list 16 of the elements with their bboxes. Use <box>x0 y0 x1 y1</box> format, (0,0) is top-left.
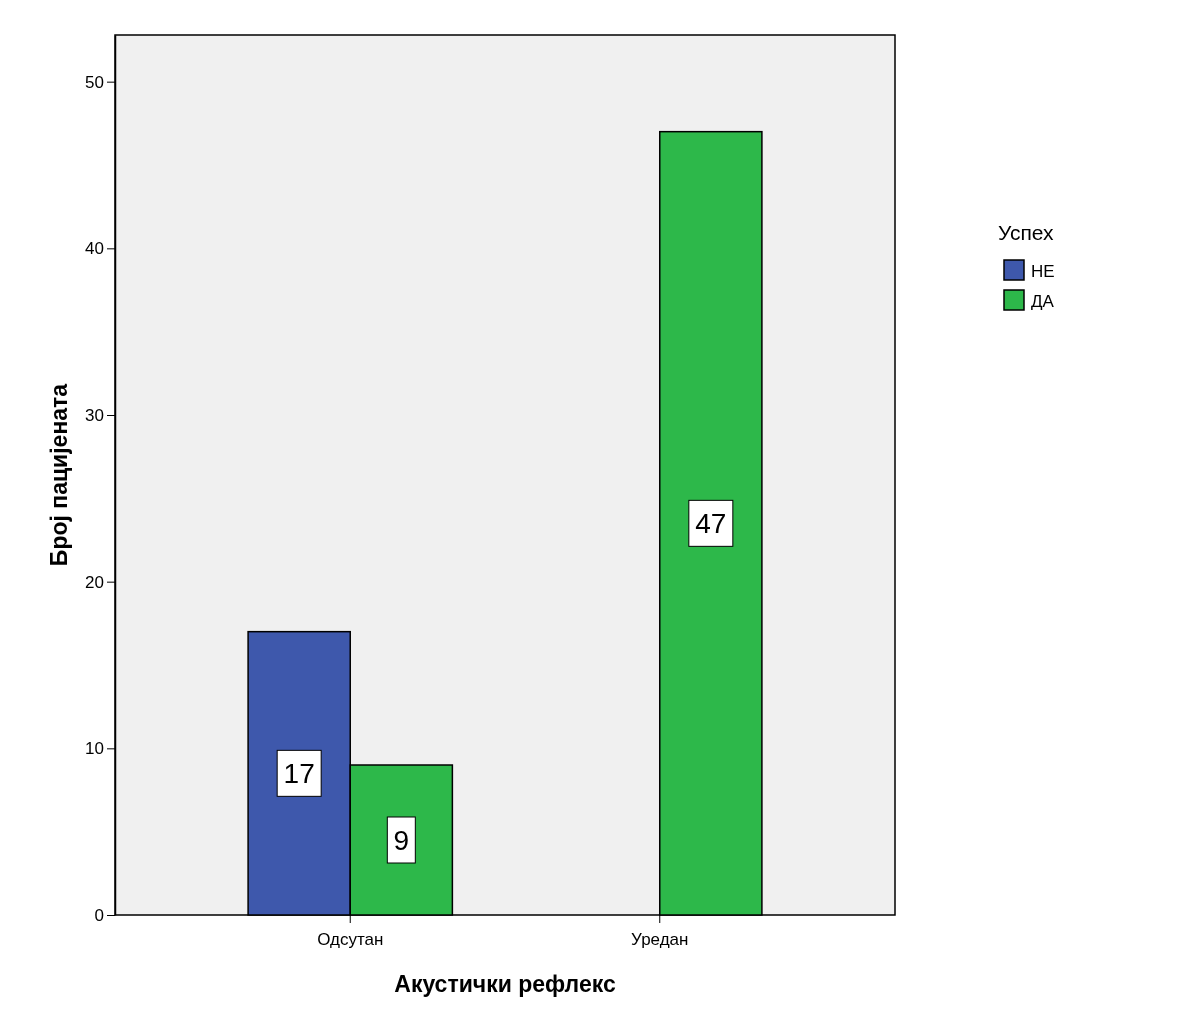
x-tick-label: Одсутан <box>317 929 384 949</box>
y-tick-label: 0 <box>94 905 104 925</box>
legend-label: ДА <box>1031 292 1055 311</box>
y-tick-label: 10 <box>85 739 104 759</box>
data-label: 9 <box>393 825 410 856</box>
x-tick-label: Уредан <box>631 929 689 949</box>
legend-label: НЕ <box>1031 262 1055 281</box>
y-axis-title: Број пацијената <box>46 383 72 567</box>
x-axis-title: Акустички рефлекс <box>394 971 616 997</box>
y-tick-label: 30 <box>85 405 104 425</box>
data-label: 17 <box>283 758 315 790</box>
y-tick-label: 50 <box>85 72 104 92</box>
data-label: 47 <box>695 508 727 540</box>
y-tick-label: 20 <box>85 572 104 592</box>
legend-title: Успех <box>998 221 1055 244</box>
y-tick-label: 40 <box>85 239 104 259</box>
